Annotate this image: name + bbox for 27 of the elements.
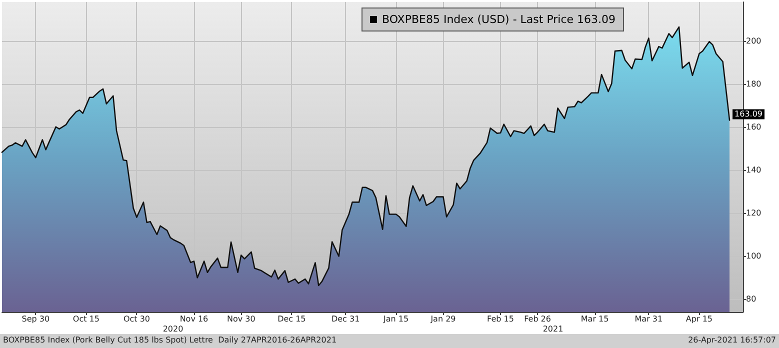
text: BOXPBE85 Index (Pork Belly Cut 185 lbs Spot) Lettre Daily 27APR2016-26APR2021 — [3, 336, 337, 344]
y-tick-label: 200 — [746, 36, 762, 46]
x-tick-label: Oct 15 — [72, 314, 100, 324]
x-tick-label: Jan 15 — [382, 314, 409, 324]
x-tick-label: Nov 16 — [180, 314, 208, 324]
y-tick-label: 100 — [746, 252, 762, 261]
y-tick-label: 120 — [746, 208, 762, 218]
x-tick-label: Feb 15 — [487, 314, 514, 324]
text: 2021 — [542, 324, 564, 334]
legend-label: BOXPBE85 Index (USD) - Last Price 163.09 — [382, 13, 616, 26]
x-tick-label: Oct 30 — [123, 314, 150, 324]
x-tick-label: Dec 31 — [331, 314, 360, 324]
y-tick-label: 80 — [746, 294, 756, 304]
text: 26-Apr-2021 16:57:07 — [688, 336, 776, 344]
x-tick-label: Apr 15 — [686, 314, 712, 324]
text: 2020 — [162, 324, 184, 334]
data-label: 163.09 — [734, 110, 763, 119]
x-tick-label: Sep 30 — [22, 314, 50, 324]
x-tick-label: Mar 15 — [580, 314, 609, 324]
x-tick-label: Jan 29 — [430, 314, 456, 324]
y-tick-label: 160 — [746, 122, 762, 132]
x-tick-label: Feb 26 — [524, 314, 551, 324]
x-tick-label: Mar 31 — [634, 314, 663, 324]
x-tick-label: Nov 30 — [226, 314, 256, 324]
x-tick-label: Dec 15 — [278, 314, 306, 324]
y-tick-label: 140 — [746, 165, 762, 174]
y-tick-label: 180 — [746, 79, 762, 88]
